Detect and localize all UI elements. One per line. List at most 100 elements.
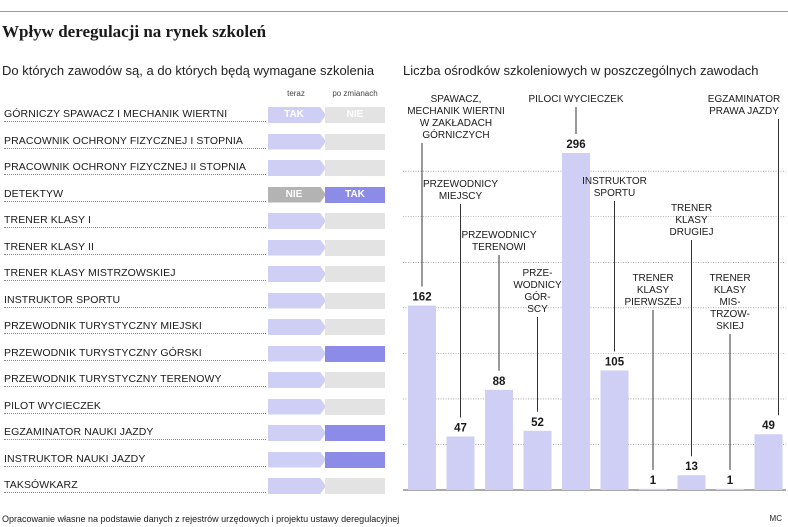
value-label: 47 bbox=[454, 422, 467, 434]
requirement-now-bar: TAK bbox=[268, 107, 326, 123]
requirement-now-bar bbox=[268, 266, 326, 282]
bar bbox=[562, 153, 590, 490]
row-label: INSTRUKTOR SPORTU bbox=[4, 293, 121, 306]
requirement-now-bar bbox=[268, 160, 326, 176]
bar bbox=[677, 475, 706, 490]
requirement-now-bar bbox=[268, 345, 326, 362]
value-label: 88 bbox=[493, 376, 506, 388]
requirement-after-bar bbox=[325, 451, 385, 468]
category-label: SPAWACZ, MECHANIK WIERTNI W ZAKŁADACH GÓRNI… bbox=[407, 94, 505, 141]
requirement-after-bar bbox=[325, 398, 385, 415]
row-label: INSTRUKTOR NAUKI JAZDY bbox=[4, 452, 146, 465]
column-header-now: teraz bbox=[287, 89, 305, 98]
requirement-after-bar bbox=[325, 213, 385, 229]
value-label: 13 bbox=[685, 461, 698, 473]
category-label: PILOCI WYCIECZEK bbox=[528, 94, 623, 105]
requirement-after-bar bbox=[325, 425, 385, 441]
row-leader-dots bbox=[4, 174, 266, 175]
row-leader-dots bbox=[4, 386, 266, 387]
row-label: PRZEWODNIK TURYSTYCZNY MIEJSKI bbox=[4, 320, 202, 332]
requirement-after-text: TAK bbox=[345, 188, 365, 200]
bar bbox=[485, 389, 513, 490]
bar bbox=[523, 430, 552, 490]
row-label: PRACOWNIK OCHRONY FIZYCZNEJ I STOPNIA bbox=[4, 134, 244, 147]
row-leader-dots bbox=[4, 306, 266, 308]
bar bbox=[446, 436, 475, 490]
requirement-now-text: NIE bbox=[285, 188, 303, 200]
value-label: 1 bbox=[727, 475, 734, 487]
value-label: 1 bbox=[650, 475, 657, 487]
row-leader-dots bbox=[4, 280, 266, 281]
footer-source: Opracowanie własne na podstawie danych z… bbox=[2, 514, 400, 524]
value-label: 52 bbox=[531, 417, 544, 429]
category-label: PRZE-WODNICY GÓR-SCY bbox=[513, 268, 562, 315]
row-leader-dots bbox=[4, 121, 266, 122]
row-label: TRENER KLASY I bbox=[4, 214, 91, 226]
category-label: PRZEWODNICY MIEJSCY bbox=[423, 179, 498, 202]
requirement-now-bar bbox=[268, 451, 326, 468]
category-label: TRENER KLASY MIS-TRZOW-SKIEJ bbox=[709, 273, 750, 332]
value-label: 296 bbox=[566, 139, 585, 151]
top-rule bbox=[0, 11, 788, 12]
requirement-after-bar bbox=[325, 133, 385, 150]
row-label: PRACOWNIK OCHRONY FIZYCZNEJ II STOPNIA bbox=[4, 161, 247, 173]
value-label: 162 bbox=[412, 292, 431, 304]
requirement-after-bar bbox=[325, 160, 385, 176]
row-label: EGZAMINATOR NAUKI JAZDY bbox=[4, 426, 154, 438]
category-label: EGZAMINATOR PRAWA JAZDY bbox=[708, 94, 780, 117]
row-leader-dots bbox=[4, 359, 266, 361]
requirement-now-bar bbox=[268, 425, 326, 441]
requirement-now-bar bbox=[268, 372, 326, 388]
requirement-now-bar: NIE bbox=[268, 186, 326, 203]
row-label: TRENER KLASY II bbox=[4, 240, 95, 253]
requirement-after-bar bbox=[325, 319, 385, 335]
requirement-now-text: TAK bbox=[284, 109, 304, 120]
bar bbox=[754, 434, 783, 490]
row-leader-dots bbox=[4, 333, 266, 334]
category-label: TRENER KLASY PIERWSZEJ bbox=[624, 273, 681, 308]
requirement-after-bar bbox=[325, 372, 385, 388]
bar bbox=[600, 370, 629, 490]
row-leader-dots bbox=[4, 412, 266, 414]
category-label: TRENER KLASY DRUGIEJ bbox=[670, 203, 714, 238]
requirement-after-bar bbox=[325, 239, 385, 256]
requirement-after-bar: NIE bbox=[325, 107, 385, 123]
row-leader-dots bbox=[4, 492, 266, 493]
requirement-after-bar bbox=[325, 266, 385, 282]
requirement-now-bar bbox=[268, 398, 326, 415]
bar bbox=[639, 488, 667, 490]
row-label: TAKSÓWKARZ bbox=[4, 479, 78, 491]
page-title: Wpływ deregulacji na rynek szkoleń bbox=[2, 22, 267, 41]
row-label: PRZEWODNIK TURYSTYCZNY GÓRSKI bbox=[4, 346, 202, 359]
requirement-now-bar bbox=[268, 213, 326, 229]
footer-credit: MC bbox=[769, 514, 782, 523]
row-leader-dots bbox=[4, 253, 266, 255]
bar bbox=[408, 305, 436, 490]
requirement-now-bar bbox=[268, 239, 326, 256]
column-header-after: po zmianach bbox=[332, 89, 378, 98]
requirement-now-bar bbox=[268, 319, 326, 335]
chart-title: Liczba ośrodków szkoleniowych w poszczeg… bbox=[403, 63, 759, 78]
row-label: PILOT WYCIECZEK bbox=[4, 399, 101, 412]
row-label: DETEKTYW bbox=[4, 187, 64, 200]
row-leader-dots bbox=[4, 147, 266, 149]
row-leader-dots bbox=[4, 227, 266, 228]
category-label: PRZEWODNICY TERENOWI bbox=[462, 230, 537, 253]
row-label: GÓRNICZY SPAWACZ I MECHANIK WIERTNI bbox=[4, 108, 228, 120]
requirement-after-bar bbox=[325, 478, 385, 494]
row-label: PRZEWODNIK TURYSTYCZNY TERENOWY bbox=[4, 373, 222, 385]
value-label: 105 bbox=[605, 356, 625, 368]
requirement-after-bar: TAK bbox=[325, 186, 385, 203]
requirement-now-bar bbox=[268, 478, 326, 494]
left-panel-subtitle: Do których zawodów są, a do których będą… bbox=[2, 63, 375, 78]
row-leader-dots bbox=[4, 439, 266, 440]
category-label: INSTRUKTOR SPORTU bbox=[582, 176, 647, 199]
requirement-after-text: NIE bbox=[346, 109, 364, 120]
requirement-now-bar bbox=[268, 133, 326, 150]
row-leader-dots bbox=[4, 465, 266, 467]
value-label: 49 bbox=[762, 420, 775, 432]
requirement-after-bar bbox=[325, 345, 385, 362]
requirement-after-bar bbox=[325, 292, 385, 309]
row-label: TRENER KLASY MISTRZOWSKIEJ bbox=[4, 267, 176, 279]
